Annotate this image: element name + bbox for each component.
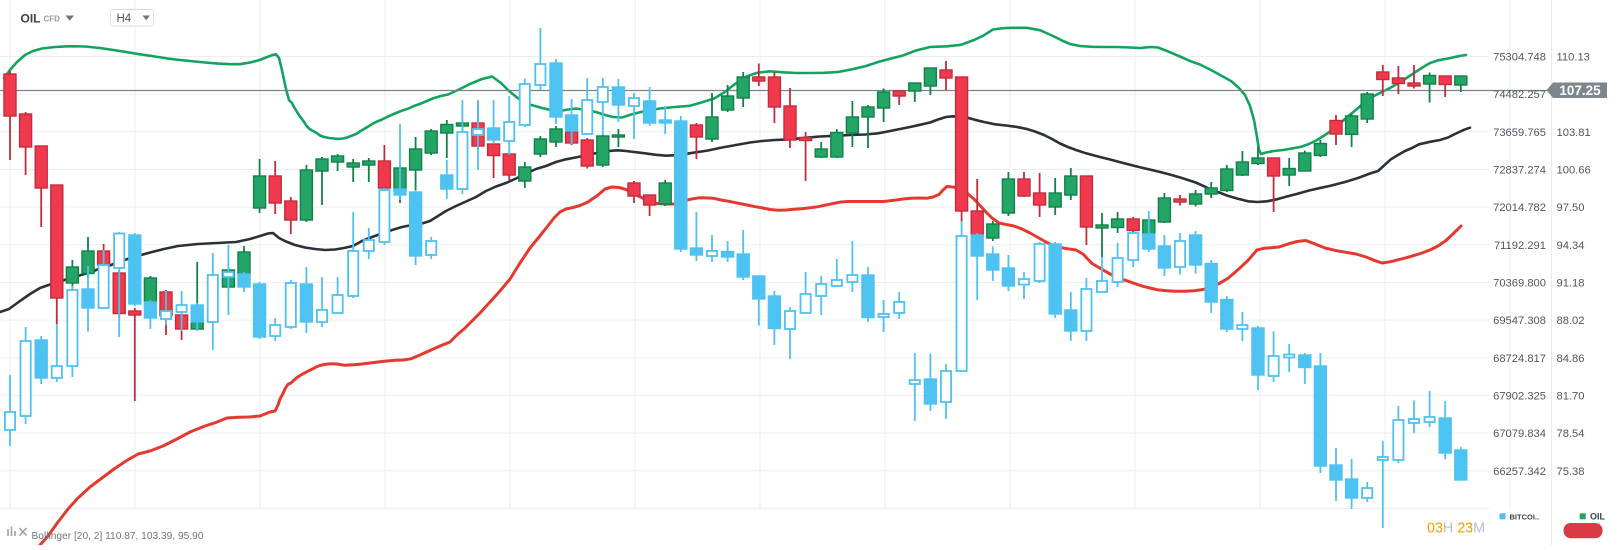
svg-text:100.66: 100.66 xyxy=(1557,165,1591,177)
svg-text:69547.308: 69547.308 xyxy=(1493,315,1546,327)
svg-text:78.54: 78.54 xyxy=(1557,428,1585,440)
svg-text:97.50: 97.50 xyxy=(1557,202,1585,214)
svg-text:CFD: CFD xyxy=(44,15,61,24)
svg-text:74482.257: 74482.257 xyxy=(1493,89,1546,101)
svg-text:107.25: 107.25 xyxy=(1559,83,1601,98)
svg-text:84.86: 84.86 xyxy=(1557,353,1585,365)
svg-text:67902.325: 67902.325 xyxy=(1493,390,1546,402)
svg-text:75304.748: 75304.748 xyxy=(1493,52,1546,64)
svg-text:H4: H4 xyxy=(117,13,132,25)
svg-text:03H 23M: 03H 23M xyxy=(1427,521,1485,537)
svg-text:110.13: 110.13 xyxy=(1557,52,1590,64)
svg-text:94.34: 94.34 xyxy=(1557,240,1585,252)
svg-text:73659.765: 73659.765 xyxy=(1493,127,1546,139)
svg-text:68724.817: 68724.817 xyxy=(1493,353,1546,365)
svg-text:66257.342: 66257.342 xyxy=(1493,466,1546,478)
svg-text:Bollinger [20, 2] 110.87, 103.: Bollinger [20, 2] 110.87, 103.39, 95.90 xyxy=(32,531,204,542)
svg-text:72014.782: 72014.782 xyxy=(1493,202,1546,214)
svg-text:OIL: OIL xyxy=(1590,512,1606,522)
svg-text:103.81: 103.81 xyxy=(1557,127,1591,139)
svg-text:88.02: 88.02 xyxy=(1557,315,1585,327)
svg-text:OIL: OIL xyxy=(21,12,41,26)
svg-text:71192.291: 71192.291 xyxy=(1494,240,1546,252)
svg-text:91.18: 91.18 xyxy=(1557,278,1585,290)
svg-text:75.38: 75.38 xyxy=(1557,466,1585,478)
svg-text:70369.800: 70369.800 xyxy=(1493,278,1546,290)
svg-text:72837.274: 72837.274 xyxy=(1493,165,1546,177)
svg-text:67079.834: 67079.834 xyxy=(1493,428,1546,440)
svg-text:BITCOI..: BITCOI.. xyxy=(1510,513,1540,522)
svg-text:81.70: 81.70 xyxy=(1557,390,1585,402)
